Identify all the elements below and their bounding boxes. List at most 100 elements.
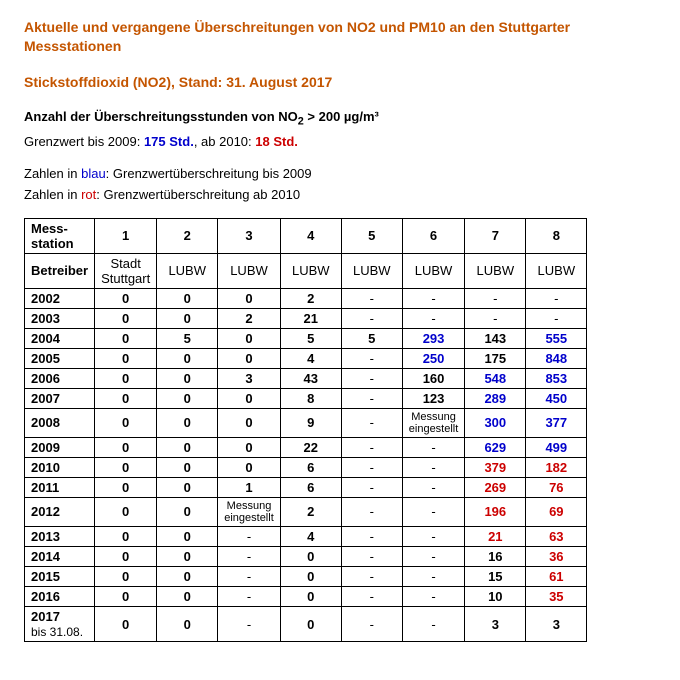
data-cell: 123 [402,388,465,408]
data-cell: - [341,567,402,587]
data-cell: 0 [95,607,157,642]
data-cell: - [402,457,465,477]
col-operator-8: LUBW [526,253,587,288]
year-cell: 2004 [25,328,95,348]
data-cell: - [218,547,281,567]
col-operator-2: LUBW [157,253,218,288]
data-cell: - [341,527,402,547]
data-cell: - [218,527,281,547]
data-cell: - [341,308,402,328]
data-cell: 0 [157,527,218,547]
col-station-4: 4 [280,218,341,253]
data-cell: - [402,497,465,526]
data-cell: 0 [218,328,281,348]
data-cell: 548 [465,368,526,388]
data-cell: - [341,457,402,477]
data-cell: 196 [465,497,526,526]
table-row: 200600343-160548853 [25,368,587,388]
col-station-5: 5 [341,218,402,253]
data-cell: 6 [280,477,341,497]
threshold-line: Anzahl der Überschreitungsstunden von NO… [24,108,656,129]
data-cell: 35 [526,587,587,607]
data-cell: 10 [465,587,526,607]
col-operator-3: LUBW [218,253,281,288]
data-cell: 9 [280,408,341,437]
data-cell: 0 [218,457,281,477]
data-cell: 0 [218,388,281,408]
data-cell: - [526,308,587,328]
data-cell: - [402,288,465,308]
legend-red: Zahlen in rot: Grenzwertüberschreitung a… [24,186,656,204]
data-cell: - [341,547,402,567]
col-operator-1: StadtStuttgart [95,253,157,288]
data-cell: 0 [95,477,157,497]
data-cell: 0 [157,308,218,328]
data-cell: 0 [157,607,218,642]
limit-red: 18 Std. [255,134,298,149]
data-cell: - [402,308,465,328]
data-cell: 16 [465,547,526,567]
table-row: 201300-4--2163 [25,527,587,547]
data-cell: 300 [465,408,526,437]
table-row: 201500-0--1561 [25,567,587,587]
data-cell: 21 [280,308,341,328]
data-cell: 0 [157,477,218,497]
col-station-1: 1 [95,218,157,253]
data-cell: 450 [526,388,587,408]
data-cell: 0 [157,288,218,308]
data-cell: - [402,547,465,567]
table-row: 20080009-Messungeingestellt300377 [25,408,587,437]
data-cell: 160 [402,368,465,388]
data-cell: 0 [95,408,157,437]
data-cell: - [341,587,402,607]
table-row: 20020002---- [25,288,587,308]
data-cell: 2 [280,288,341,308]
data-cell: Messungeingestellt [218,497,281,526]
data-table: Mess-station 12345678 Betreiber StadtStu… [24,218,587,642]
data-cell: 175 [465,348,526,368]
legend-blue: Zahlen in blau: Grenzwertüberschreitung … [24,165,656,183]
data-cell: 0 [157,457,218,477]
year-cell: 2011 [25,477,95,497]
data-cell: 76 [526,477,587,497]
data-cell: 0 [218,348,281,368]
col-operator-6: LUBW [402,253,465,288]
data-cell: 250 [402,348,465,368]
data-cell: 0 [218,408,281,437]
data-cell: 3 [526,607,587,642]
table-row: 20110016--26976 [25,477,587,497]
data-cell: 0 [95,328,157,348]
data-cell: 0 [95,497,157,526]
data-cell: 853 [526,368,587,388]
data-cell: - [402,477,465,497]
data-cell: 555 [526,328,587,348]
data-cell: 36 [526,547,587,567]
data-cell: 0 [157,547,218,567]
col-station-8: 8 [526,218,587,253]
header-station: Mess-station [25,218,95,253]
data-cell: 289 [465,388,526,408]
data-cell: - [341,607,402,642]
data-cell: 5 [280,328,341,348]
data-cell: - [465,288,526,308]
data-cell: 0 [95,527,157,547]
col-station-7: 7 [465,218,526,253]
data-cell: - [526,288,587,308]
data-cell: 0 [280,607,341,642]
data-cell: 0 [157,587,218,607]
data-cell: 0 [95,547,157,567]
col-operator-4: LUBW [280,253,341,288]
year-cell: 2002 [25,288,95,308]
data-cell: 61 [526,567,587,587]
data-cell: 5 [341,328,402,348]
data-cell: 0 [95,437,157,457]
table-row: 200900022--629499 [25,437,587,457]
data-cell: 4 [280,527,341,547]
data-cell: 182 [526,457,587,477]
data-cell: - [465,308,526,328]
year-cell: 2006 [25,368,95,388]
data-cell: 0 [157,437,218,457]
data-cell: 0 [218,288,281,308]
table-row: 2017bis 31.08.00-0--33 [25,607,587,642]
page-title: Aktuelle und vergangene Überschreitungen… [24,18,656,56]
